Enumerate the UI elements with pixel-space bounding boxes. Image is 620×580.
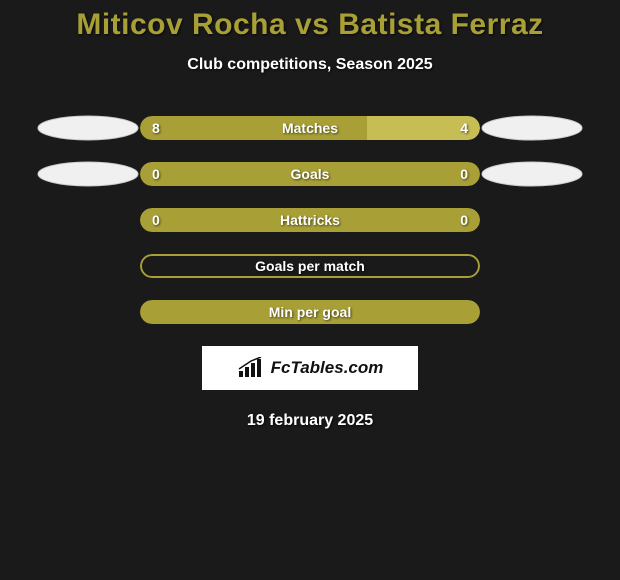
stats-list: 84Matches 00Goals 00Hattricks Goals per mat… — [0, 116, 620, 324]
team-badge-right — [480, 160, 584, 188]
team-badge-right — [480, 114, 584, 142]
stat-label: Matches — [140, 120, 480, 136]
stat-bar: Goals per match — [140, 254, 480, 278]
stat-row: 00Hattricks — [0, 208, 620, 232]
team-badge-left — [36, 114, 140, 142]
team-badge-left — [36, 206, 140, 234]
stat-bar: Min per goal — [140, 300, 480, 324]
page-title: Miticov Rocha vs Batista Ferraz — [0, 8, 620, 42]
stat-row: Goals per match — [0, 254, 620, 278]
subtitle: Club competitions, Season 2025 — [0, 56, 620, 74]
stat-label: Min per goal — [140, 304, 480, 320]
watermark-text: FcTables.com — [271, 358, 384, 378]
stat-bar: 00Hattricks — [140, 208, 480, 232]
team-badge-left — [36, 160, 140, 188]
stat-label: Goals — [140, 166, 480, 182]
stat-bar: 84Matches — [140, 116, 480, 140]
team-badge-left — [36, 252, 140, 280]
watermark-icon — [237, 357, 265, 379]
stat-row: 00Goals — [0, 162, 620, 186]
team-badge-right — [480, 206, 584, 234]
comparison-container: Miticov Rocha vs Batista Ferraz Club com… — [0, 0, 620, 430]
stat-row: Min per goal — [0, 300, 620, 324]
date: 19 february 2025 — [0, 412, 620, 430]
stat-label: Goals per match — [140, 258, 480, 274]
stat-row: 84Matches — [0, 116, 620, 140]
watermark: FcTables.com — [202, 346, 418, 390]
stat-bar: 00Goals — [140, 162, 480, 186]
team-badge-right — [480, 298, 584, 326]
team-badge-left — [36, 298, 140, 326]
team-badge-right — [480, 252, 584, 280]
stat-label: Hattricks — [140, 212, 480, 228]
